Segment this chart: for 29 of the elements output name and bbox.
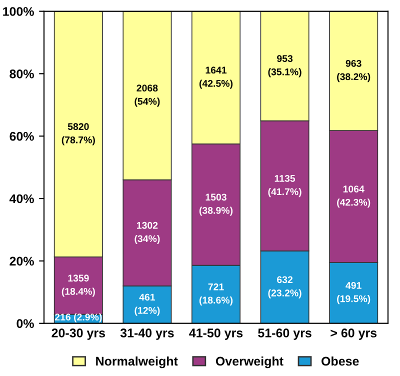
x-tick-label: > 60 yrs xyxy=(330,328,377,340)
data-label: 963 (38.2%) xyxy=(337,60,370,82)
data-label: 1302 (34%) xyxy=(134,222,160,244)
data-label: 491 (19.5%) xyxy=(337,282,370,304)
legend-label: Overweight xyxy=(216,356,284,368)
data-label: 216 (2.9%) xyxy=(54,313,102,322)
x-tick-label: 31-40 yrs xyxy=(120,328,174,340)
data-label: 953 (35.1%) xyxy=(268,55,302,78)
y-tick-label: 0% xyxy=(16,319,34,328)
data-label: 5820 (78.7%) xyxy=(62,123,95,146)
data-label: 1135 (41.7%) xyxy=(268,174,302,198)
y-tick-label: 100% xyxy=(3,7,34,16)
data-label: 1359 (18.4%) xyxy=(62,274,95,297)
data-label: 721 (18.6%) xyxy=(199,283,233,306)
y-tick-label: 60% xyxy=(10,132,34,141)
data-label: 461 (12%) xyxy=(134,294,160,316)
y-tick-label: 20% xyxy=(10,256,34,266)
data-label: 632 (23.2%) xyxy=(268,276,302,298)
y-tick-label: 80% xyxy=(10,69,34,78)
x-tick-label: 20-30 yrs xyxy=(52,328,105,340)
x-tick-label: 51-60 yrs xyxy=(258,328,312,340)
data-label: 1064 (42.3%) xyxy=(337,186,370,208)
y-tick-label: 40% xyxy=(9,194,34,204)
x-tick-label: 41-50 yrs xyxy=(189,328,243,340)
legend-label: Normalweight xyxy=(96,356,178,368)
data-label: 1503 (38.9%) xyxy=(199,194,233,216)
data-label: 1641 (42.5%) xyxy=(199,66,233,89)
legend-label: Obese xyxy=(322,356,359,366)
data-label: 2068 (54%) xyxy=(134,84,160,107)
